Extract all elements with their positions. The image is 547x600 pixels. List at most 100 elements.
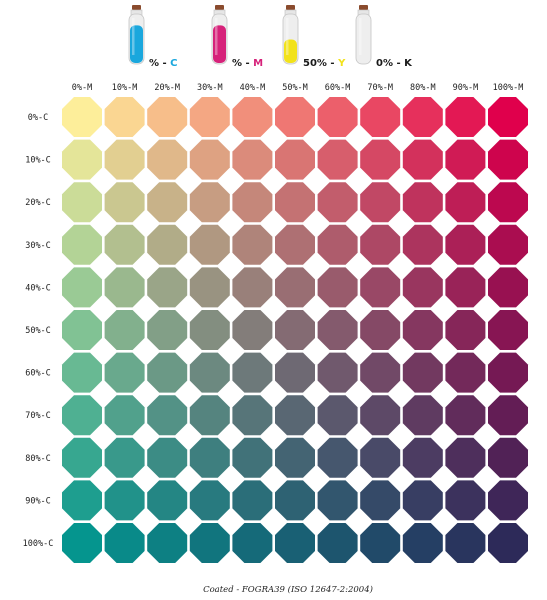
swatch-c100-m80	[402, 523, 443, 563]
swatch-c50-m10	[104, 310, 145, 350]
swatch-c50-m70	[360, 310, 401, 350]
swatch-c100-m0	[62, 523, 102, 563]
swatch-c30-m90	[445, 224, 486, 265]
swatch-grid	[62, 97, 528, 563]
swatch-c20-m90	[445, 182, 486, 223]
swatch-c0-m50	[275, 97, 315, 137]
swatch-c30-m30	[189, 224, 230, 265]
swatch-c0-m10	[104, 97, 145, 137]
swatch-c50-m60	[317, 310, 358, 350]
swatch-c90-m20	[147, 480, 188, 521]
swatch-c90-m100	[488, 480, 528, 521]
swatch-c60-m50	[275, 352, 315, 393]
ink-fill	[130, 25, 143, 63]
bottle-highlight	[215, 18, 218, 55]
y-tick-label: 50%-C	[25, 326, 51, 336]
ink-legend: % - C % - M 50% - Y 0% - K	[128, 5, 413, 69]
cyan-ink-label: % - C	[149, 58, 177, 69]
y-tick-label: 40%-C	[25, 283, 51, 293]
swatch-c60-m0	[62, 352, 102, 393]
bottle-highlight	[359, 18, 362, 55]
swatch-c80-m60	[317, 437, 358, 478]
x-tick-label: 100%-M	[493, 83, 524, 93]
ink-fill	[284, 39, 297, 63]
y-tick-label: 80%-C	[25, 454, 51, 464]
swatch-c10-m10	[104, 139, 145, 180]
swatch-c100-m40	[232, 523, 273, 563]
swatch-c80-m10	[104, 437, 145, 478]
swatch-c90-m40	[232, 480, 273, 521]
swatch-c60-m70	[360, 352, 401, 393]
swatch-c100-m90	[445, 523, 486, 563]
swatch-c80-m0	[62, 437, 102, 478]
swatch-c100-m60	[317, 523, 358, 563]
x-tick-label: 10%-M	[112, 83, 138, 93]
bottle-highlight	[132, 18, 135, 55]
bottle-cap-icon	[286, 5, 295, 10]
swatch-c100-m50	[275, 523, 315, 563]
swatch-c40-m40	[232, 267, 273, 308]
cyan-axis-ticks: 0%-C 10%-C 20%-C 30%-C 40%-C 50%-C 60%-C 70%-C 8…	[23, 113, 54, 549]
swatch-c20-m70	[360, 182, 401, 223]
swatch-c10-m50	[275, 139, 315, 180]
swatch-c60-m100	[488, 352, 528, 393]
magenta-ink-label: % - M	[232, 58, 263, 69]
swatch-c100-m30	[189, 523, 230, 563]
swatch-c100-m70	[360, 523, 401, 563]
swatch-c10-m60	[317, 139, 358, 180]
swatch-c40-m50	[275, 267, 315, 308]
swatch-c30-m10	[104, 224, 145, 265]
y-tick-label: 90%-C	[25, 496, 51, 506]
swatch-c50-m100	[488, 310, 528, 350]
swatch-c0-m30	[189, 97, 230, 137]
x-tick-label: 20%-M	[154, 83, 180, 93]
swatch-c60-m80	[402, 352, 443, 393]
swatch-c40-m20	[147, 267, 188, 308]
swatch-c90-m60	[317, 480, 358, 521]
swatch-c90-m90	[445, 480, 486, 521]
swatch-c90-m0	[62, 480, 102, 521]
x-tick-label: 0%-M	[72, 83, 92, 93]
swatch-c0-m70	[360, 97, 401, 137]
swatch-c20-m40	[232, 182, 273, 223]
swatch-c100-m100	[488, 523, 528, 563]
swatch-c80-m90	[445, 437, 486, 478]
swatch-c0-m80	[402, 97, 443, 137]
magenta-axis-ticks: 0%-M 10%-M 20%-M 30%-M 40%-M 50%-M 60%-M 70%-M 8…	[72, 83, 524, 93]
swatch-c40-m80	[402, 267, 443, 308]
swatch-c20-m60	[317, 182, 358, 223]
swatch-c70-m70	[360, 395, 401, 436]
y-tick-label: 100%-C	[23, 539, 54, 549]
y-tick-label: 20%-C	[25, 198, 51, 208]
bottle-cap-icon	[132, 5, 141, 10]
swatch-c50-m80	[402, 310, 443, 350]
swatch-c80-m20	[147, 437, 188, 478]
swatch-c20-m10	[104, 182, 145, 223]
swatch-c30-m60	[317, 224, 358, 265]
swatch-c10-m70	[360, 139, 401, 180]
black-ink-label: 0% - K	[376, 58, 413, 69]
swatch-c10-m40	[232, 139, 273, 180]
ink-fill	[213, 25, 226, 63]
swatch-c10-m30	[189, 139, 230, 180]
swatch-c50-m50	[275, 310, 315, 350]
swatch-c40-m90	[445, 267, 486, 308]
swatch-c60-m90	[445, 352, 486, 393]
swatch-c80-m100	[488, 437, 528, 478]
swatch-c50-m0	[62, 310, 102, 350]
swatch-c70-m0	[62, 395, 102, 436]
swatch-c70-m20	[147, 395, 188, 436]
swatch-c60-m30	[189, 352, 230, 393]
swatch-c60-m40	[232, 352, 273, 393]
swatch-c70-m40	[232, 395, 273, 436]
swatch-c80-m70	[360, 437, 401, 478]
x-tick-label: 90%-M	[453, 83, 479, 93]
swatch-c70-m50	[275, 395, 315, 436]
yellow-ink-legend-item: 50% - Y	[282, 5, 346, 69]
magenta-ink-legend-item: % - M	[211, 5, 263, 69]
black-ink-legend-item: 0% - K	[355, 5, 413, 69]
swatch-c80-m30	[189, 437, 230, 478]
swatch-c20-m30	[189, 182, 230, 223]
y-tick-label: 0%-C	[28, 113, 48, 123]
swatch-c20-m0	[62, 182, 102, 223]
